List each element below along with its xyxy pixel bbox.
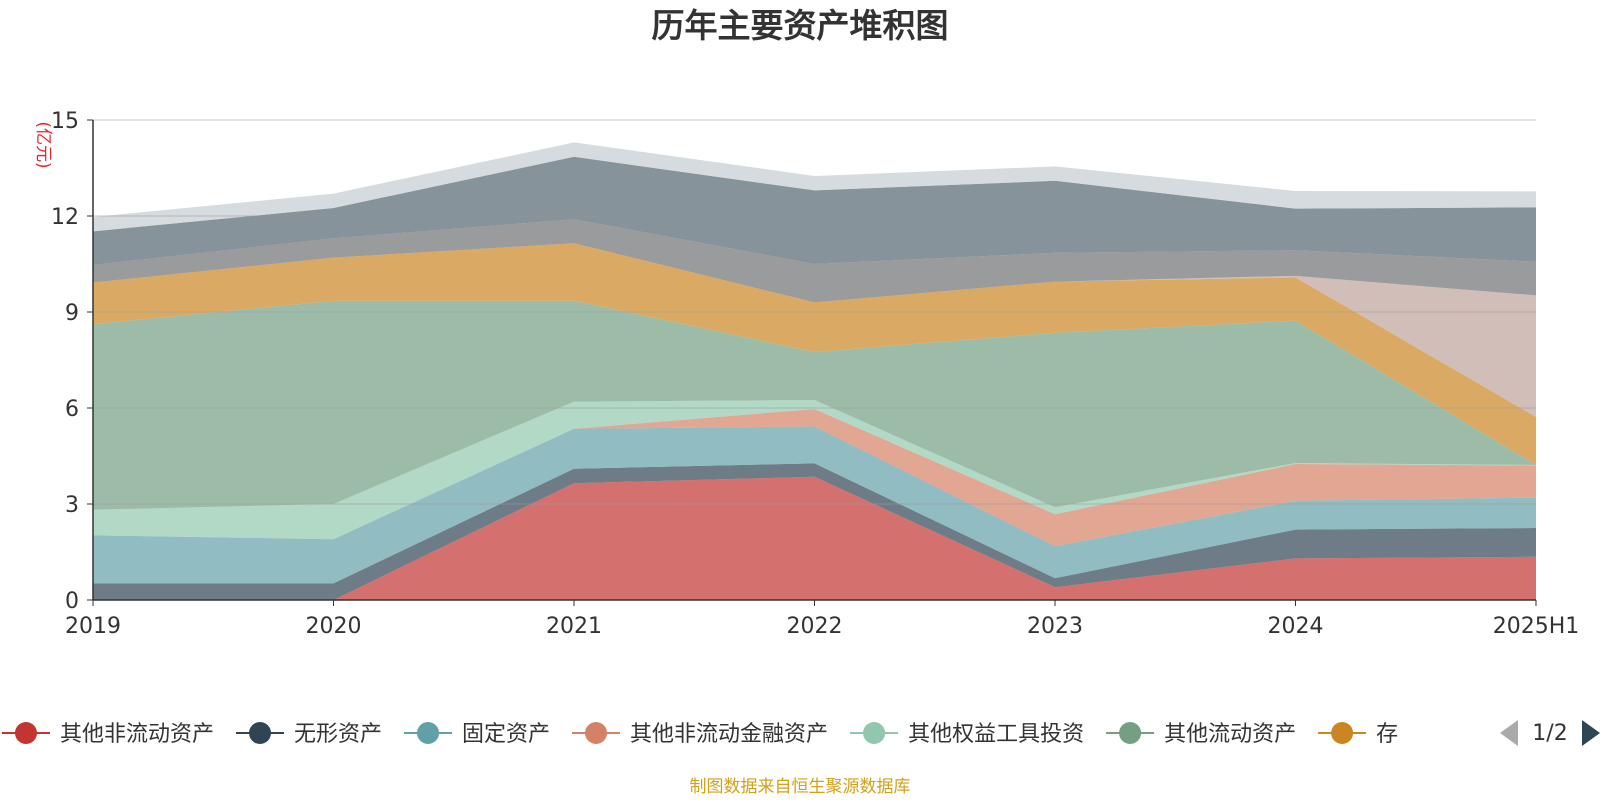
x-tick-label: 2025H1 bbox=[1493, 614, 1580, 639]
series-areas bbox=[93, 142, 1536, 600]
legend-label: 其他权益工具投资 bbox=[908, 722, 1084, 747]
y-tick-label: 6 bbox=[65, 397, 79, 422]
series-area-1 bbox=[93, 476, 1536, 600]
y-tick-label: 0 bbox=[65, 589, 79, 614]
legend-marker-icon bbox=[1331, 722, 1354, 744]
legend-page-nav: 1/2 bbox=[1500, 720, 1600, 746]
x-tick-label: 2023 bbox=[1027, 614, 1083, 639]
series-area-4 bbox=[93, 408, 1536, 547]
x-tick-label: 2024 bbox=[1268, 614, 1324, 639]
legend-page-indicator: 1/2 bbox=[1532, 721, 1567, 746]
legend-item[interactable]: 存 bbox=[1318, 722, 1398, 747]
x-tick-label: 2020 bbox=[306, 614, 362, 639]
legend-item[interactable]: 其他非流动资产 bbox=[2, 722, 214, 747]
x-tick-label: 2019 bbox=[65, 614, 121, 639]
legend-label: 其他非流动金融资产 bbox=[630, 722, 828, 747]
x-tick-label: 2021 bbox=[546, 614, 602, 639]
source-note: 制图数据来自恒生聚源数据库 bbox=[690, 777, 911, 797]
y-axis-unit-label: (亿元) bbox=[33, 121, 53, 168]
legend-marker-icon bbox=[1119, 722, 1142, 744]
legend-next-arrow-icon[interactable] bbox=[1582, 720, 1600, 746]
legend-prev-arrow-icon[interactable] bbox=[1500, 720, 1518, 746]
legend-marker-icon bbox=[249, 722, 272, 744]
y-tick-label: 15 bbox=[51, 109, 79, 134]
legend-label: 存 bbox=[1376, 722, 1398, 747]
legend-item[interactable]: 无形资产 bbox=[236, 722, 382, 747]
grid-lines bbox=[93, 119, 1536, 505]
x-tick-label: 2022 bbox=[787, 614, 843, 639]
legend-marker-icon bbox=[863, 722, 886, 744]
legend-label: 其他流动资产 bbox=[1164, 722, 1296, 747]
legend-label: 其他非流动资产 bbox=[60, 722, 214, 747]
legend-item[interactable]: 其他非流动金融资产 bbox=[572, 722, 828, 747]
legend-marker-icon bbox=[417, 722, 440, 744]
legend: 其他非流动资产 无形资产 固定资产 其他非流动金融资产 其他权益工具投资 其他流动资产 存 bbox=[2, 722, 1398, 747]
legend-marker-icon bbox=[585, 722, 608, 744]
legend-label: 无形资产 bbox=[294, 722, 382, 747]
y-tick-label: 12 bbox=[51, 205, 79, 230]
series-area-7 bbox=[93, 243, 1536, 465]
series-area-5 bbox=[93, 400, 1536, 540]
legend-item[interactable]: 其他流动资产 bbox=[1106, 722, 1296, 747]
legend-marker-icon bbox=[15, 722, 37, 744]
legend-item[interactable]: 其他权益工具投资 bbox=[850, 722, 1084, 747]
y-tick-label: 9 bbox=[65, 301, 79, 326]
series-area-9 bbox=[93, 219, 1536, 303]
series-area-10 bbox=[93, 156, 1536, 265]
series-area-3 bbox=[93, 426, 1536, 584]
series-area-2 bbox=[93, 463, 1536, 600]
legend-item[interactable]: 固定资产 bbox=[404, 722, 550, 747]
axes: 0 3 6 9 12 15 2019 2020 2021 2022 2023 2024 2025H1 bbox=[51, 109, 1579, 639]
series-area-6 bbox=[93, 300, 1536, 510]
chart-title: 历年主要资产堆积图 bbox=[652, 6, 949, 45]
legend-label: 固定资产 bbox=[462, 722, 550, 747]
y-tick-label: 3 bbox=[65, 493, 79, 518]
series-area-11 bbox=[93, 142, 1536, 232]
